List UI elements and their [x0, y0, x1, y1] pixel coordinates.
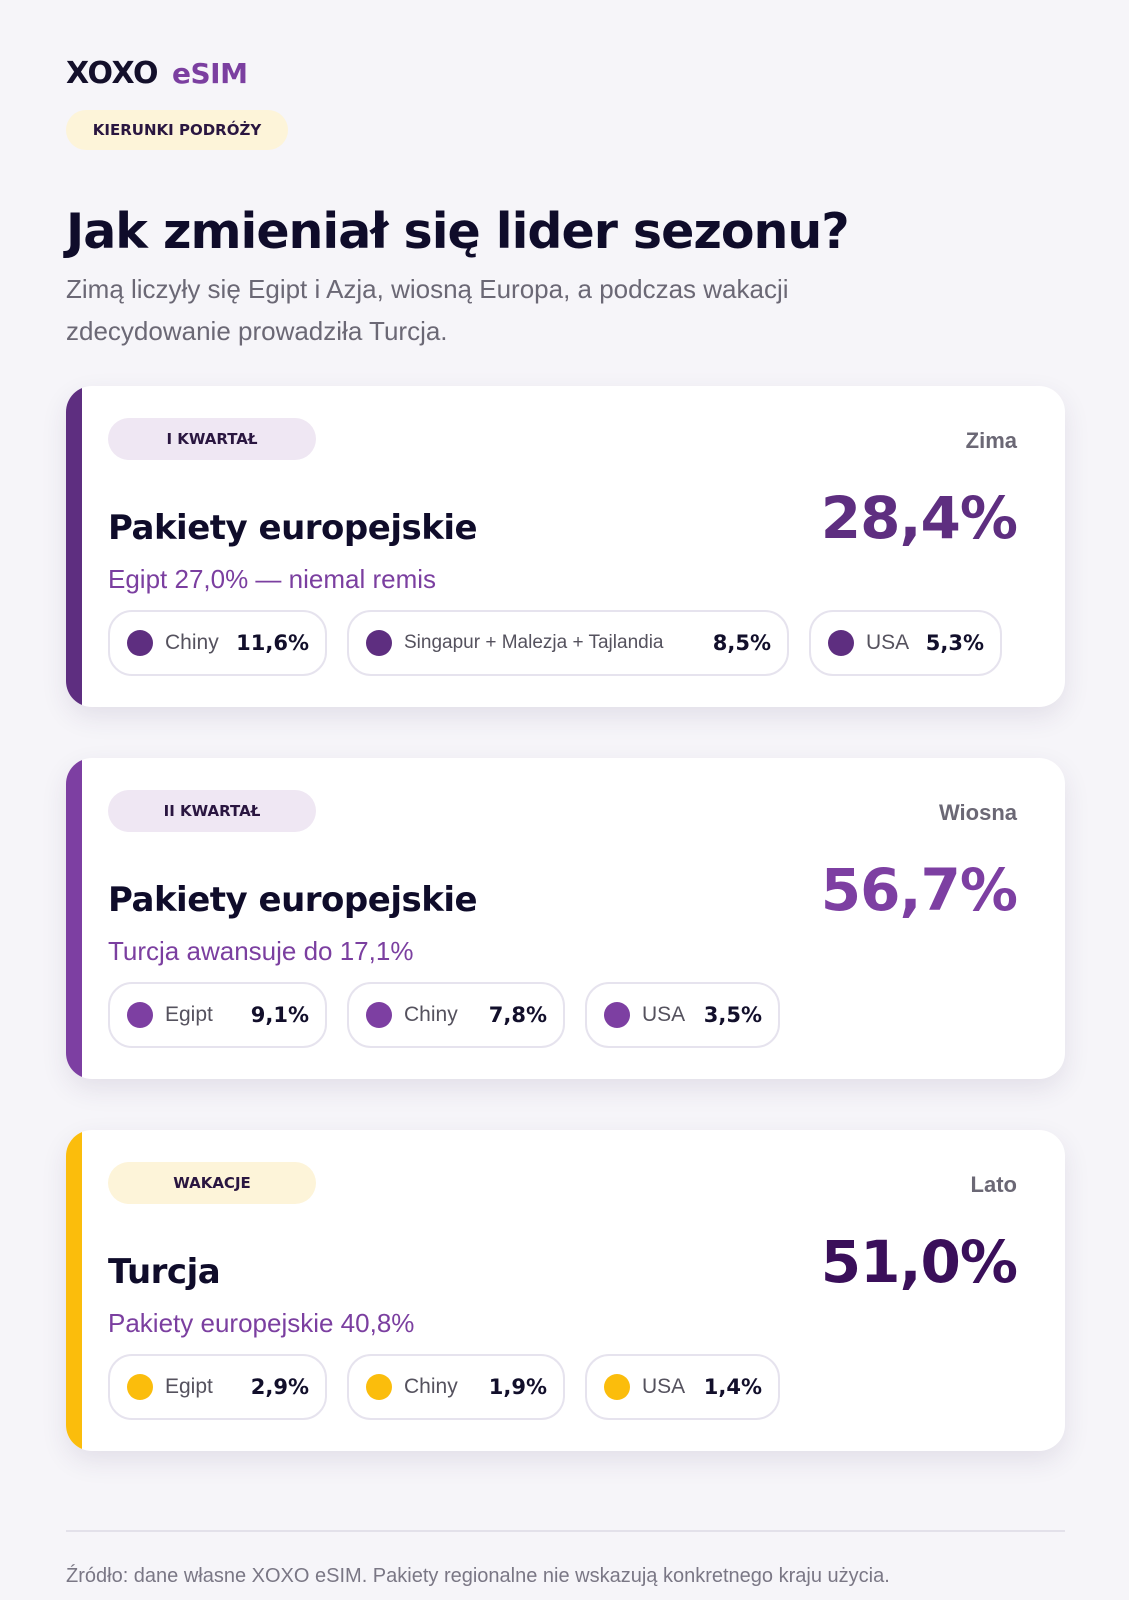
page-title: Jak zmieniał się lider sezonu?	[66, 203, 850, 260]
brand-logo: XOXO eSIM	[66, 56, 248, 91]
destination-name: USA	[866, 631, 910, 654]
card-accent-stripe	[66, 1130, 82, 1451]
destination-share: 7,8%	[488, 1003, 547, 1027]
season-label: Wiosna	[938, 800, 1017, 825]
dot-icon	[127, 1002, 153, 1028]
brand-logo-esim: eSIM	[172, 57, 248, 90]
source-note: Źródło: dane własne XOXO eSIM. Pakiety r…	[66, 1565, 890, 1587]
destination-name: Singapur + Malezja + Tajlandia	[404, 632, 664, 653]
period-badge: WAKACJE	[108, 1162, 316, 1204]
destination-name: USA	[642, 1375, 686, 1398]
destination-chip: Chiny 7,8%	[347, 982, 565, 1048]
card-accent-stripe	[66, 386, 82, 707]
runner-up-note: Turcja awansuje do 17,1%	[108, 936, 414, 966]
destination-chip: USA 5,3%	[809, 610, 1002, 676]
destination-share: 5,3%	[925, 631, 984, 655]
dot-icon	[127, 630, 153, 656]
destination-share: 2,9%	[250, 1375, 309, 1399]
destination-chip: Chiny 11,6%	[108, 610, 327, 676]
period-badge: II KWARTAŁ	[108, 790, 316, 832]
destination-name: Chiny	[404, 1003, 458, 1026]
leader-name: Pakiety europejskie	[108, 880, 478, 920]
footer-divider	[66, 1530, 1065, 1532]
dot-icon	[604, 1002, 630, 1028]
destination-chips: Egipt 2,9% Chiny 1,9% USA 1,4%	[108, 1354, 780, 1420]
dot-icon	[366, 1374, 392, 1400]
destination-chips: Egipt 9,1% Chiny 7,8% USA 3,5%	[108, 982, 780, 1048]
season-card-q1: I KWARTAŁ Zima 28,4% Pakiety europejskie…	[66, 386, 1065, 707]
card-accent-stripe	[66, 758, 82, 1079]
leader-share: 28,4%	[820, 484, 1018, 552]
leader-name: Pakiety europejskie	[108, 508, 478, 548]
destination-chip: Chiny 1,9%	[347, 1354, 565, 1420]
runner-up-note: Pakiety europejskie 40,8%	[108, 1308, 415, 1338]
period-badge: I KWARTAŁ	[108, 418, 316, 460]
destination-share: 9,1%	[250, 1003, 309, 1027]
destination-share: 1,9%	[488, 1375, 547, 1399]
destination-chip: USA 3,5%	[585, 982, 780, 1048]
brand-logo-xoxo: XOXO	[66, 56, 159, 91]
dot-icon	[366, 1002, 392, 1028]
dot-icon	[828, 630, 854, 656]
leader-share: 56,7%	[820, 856, 1018, 924]
runner-up-note: Egipt 27,0% — niemal remis	[108, 564, 437, 594]
category-tag: KIERUNKI PODRÓŻY	[66, 110, 288, 150]
destination-chip: Egipt 9,1%	[108, 982, 327, 1048]
destination-name: Chiny	[165, 631, 219, 654]
destination-name: Chiny	[404, 1375, 458, 1398]
leader-name: Turcja	[108, 1252, 221, 1292]
season-card-q2: II KWARTAŁ Wiosna 56,7% Pakiety europejs…	[66, 758, 1065, 1079]
dot-icon	[127, 1374, 153, 1400]
destination-chips: Chiny 11,6% Singapur + Malezja + Tajland…	[108, 610, 1002, 676]
destination-share: 1,4%	[703, 1375, 762, 1399]
page-subtitle: Zimą liczyły się Egipt i Azja, wiosną Eu…	[66, 274, 789, 346]
destination-chip: USA 1,4%	[585, 1354, 780, 1420]
destination-share: 11,6%	[236, 631, 309, 655]
destination-chip: Egipt 2,9%	[108, 1354, 327, 1420]
dot-icon	[604, 1374, 630, 1400]
season-label: Lato	[970, 1172, 1017, 1197]
season-card-summer: WAKACJE Lato 51,0% Turcja Pakiety europe…	[66, 1130, 1065, 1451]
destination-chip: Singapur + Malezja + Tajlandia 8,5%	[347, 610, 789, 676]
destination-name: USA	[642, 1003, 686, 1026]
destination-share: 3,5%	[703, 1003, 762, 1027]
season-label: Zima	[965, 428, 1017, 453]
destination-name: Egipt	[165, 1375, 213, 1398]
leader-share: 51,0%	[820, 1228, 1018, 1296]
destination-name: Egipt	[165, 1003, 213, 1026]
dot-icon	[366, 630, 392, 656]
destination-share: 8,5%	[712, 631, 771, 655]
